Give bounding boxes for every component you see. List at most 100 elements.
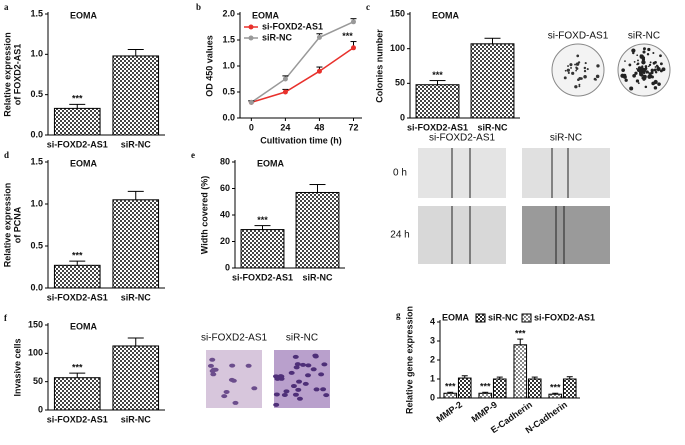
- bar: [112, 345, 160, 411]
- image-label: 24 h: [390, 230, 409, 241]
- y-tick-label: 4: [430, 316, 435, 326]
- colony: [570, 66, 572, 69]
- significance: ***: [342, 31, 353, 41]
- cell: [210, 372, 217, 377]
- y-tick-label: 100: [390, 43, 405, 53]
- bar: [548, 393, 563, 399]
- x-tick-label: si-FOXD2-AS1: [407, 122, 468, 132]
- legend-label: si-FOXD2-AS1: [534, 312, 595, 322]
- colony: [642, 47, 646, 51]
- colony: [596, 64, 600, 68]
- y-tick-label: 20: [220, 236, 230, 246]
- panel-letter: d: [4, 150, 9, 160]
- legend-swatch: [521, 313, 532, 323]
- colony: [571, 71, 575, 75]
- x-tick-label: siR-NC: [121, 139, 152, 149]
- bar: [562, 378, 577, 399]
- legend-swatch: [475, 313, 486, 323]
- legend-label: si-FOXD2-AS1: [262, 21, 323, 31]
- marker: [316, 34, 322, 40]
- cell: [209, 357, 216, 362]
- bar: [53, 264, 101, 289]
- marker: [316, 68, 322, 74]
- colony: [567, 71, 570, 75]
- bar: [470, 43, 515, 119]
- cell: [251, 386, 258, 391]
- image-label: si-FOXD-AS1: [548, 31, 609, 42]
- colony: [566, 68, 570, 72]
- colony: [564, 69, 567, 72]
- bar: [415, 84, 460, 119]
- cell: [207, 363, 214, 368]
- cell: [310, 367, 317, 372]
- x-tick-label: siR-NC: [121, 414, 152, 424]
- marker: [282, 76, 288, 82]
- cell: [305, 363, 312, 368]
- colony: [647, 71, 650, 74]
- y-tick-label: 50: [33, 376, 43, 386]
- y-axis-title: Colonies number: [374, 29, 384, 103]
- legend-label: siR-NC: [488, 312, 519, 322]
- marker: [248, 99, 254, 105]
- y-tick-label: 40: [220, 209, 230, 219]
- image: [522, 206, 610, 264]
- cell: [283, 389, 290, 394]
- colony: [642, 71, 646, 75]
- x-tick-label: si-FOXD2-AS1: [232, 272, 293, 282]
- colony: [647, 47, 651, 52]
- colony: [578, 76, 582, 80]
- colony: [575, 66, 578, 69]
- colony: [637, 59, 639, 62]
- colony: [563, 76, 567, 80]
- colony: [659, 54, 662, 58]
- wound-images: si-FOXD2-AS1 siR-NC 0 h 24 h: [390, 133, 610, 264]
- colony: [576, 54, 580, 58]
- colony: [624, 60, 626, 62]
- bar: [295, 191, 340, 269]
- image-label: siR-NC: [286, 333, 318, 344]
- marker: [350, 19, 356, 25]
- colony: [653, 79, 658, 85]
- x-tick-label: siR-NC: [121, 292, 152, 302]
- colony: [636, 54, 639, 57]
- colony: [641, 60, 646, 65]
- colony: [661, 67, 666, 72]
- bar: [112, 55, 160, 136]
- y-tick-label: 3: [430, 335, 435, 345]
- panel-letter: g: [396, 310, 401, 320]
- cell: [228, 377, 235, 382]
- y-tick-label: 0: [430, 392, 435, 402]
- cell: [292, 392, 299, 397]
- colony: [650, 68, 654, 73]
- colony: [586, 68, 589, 71]
- bar: [53, 377, 101, 411]
- y-axis-title: of FOXD2-AS1: [12, 44, 22, 106]
- panel-letter: a: [4, 2, 9, 12]
- colony: [631, 48, 636, 53]
- colony: [624, 78, 628, 82]
- colony: [655, 64, 659, 67]
- y-tick-label: 0.0: [30, 282, 43, 292]
- colony: [574, 85, 578, 89]
- panel-letter: e: [191, 150, 195, 160]
- y-axis-title: OD 450 values: [204, 35, 214, 97]
- bar: [457, 377, 472, 399]
- colony: [646, 53, 650, 56]
- colony: [569, 63, 573, 67]
- x-tick-label: si-FOXD2-AS1: [47, 292, 108, 302]
- colony: [632, 73, 636, 78]
- y-axis-title: Relative expression: [2, 183, 12, 268]
- colony: [594, 78, 597, 81]
- legend-label: siR-NC: [262, 32, 293, 42]
- significance: ***: [432, 70, 443, 80]
- significance: ***: [515, 328, 526, 338]
- cell: [296, 379, 303, 384]
- y-tick-label: 0.5: [30, 240, 43, 250]
- colony: [648, 72, 652, 76]
- colony: [575, 62, 580, 66]
- significance: ***: [550, 383, 561, 393]
- cell: [292, 354, 299, 359]
- line: [250, 21, 354, 104]
- colony: [578, 83, 581, 86]
- colony: [621, 68, 625, 73]
